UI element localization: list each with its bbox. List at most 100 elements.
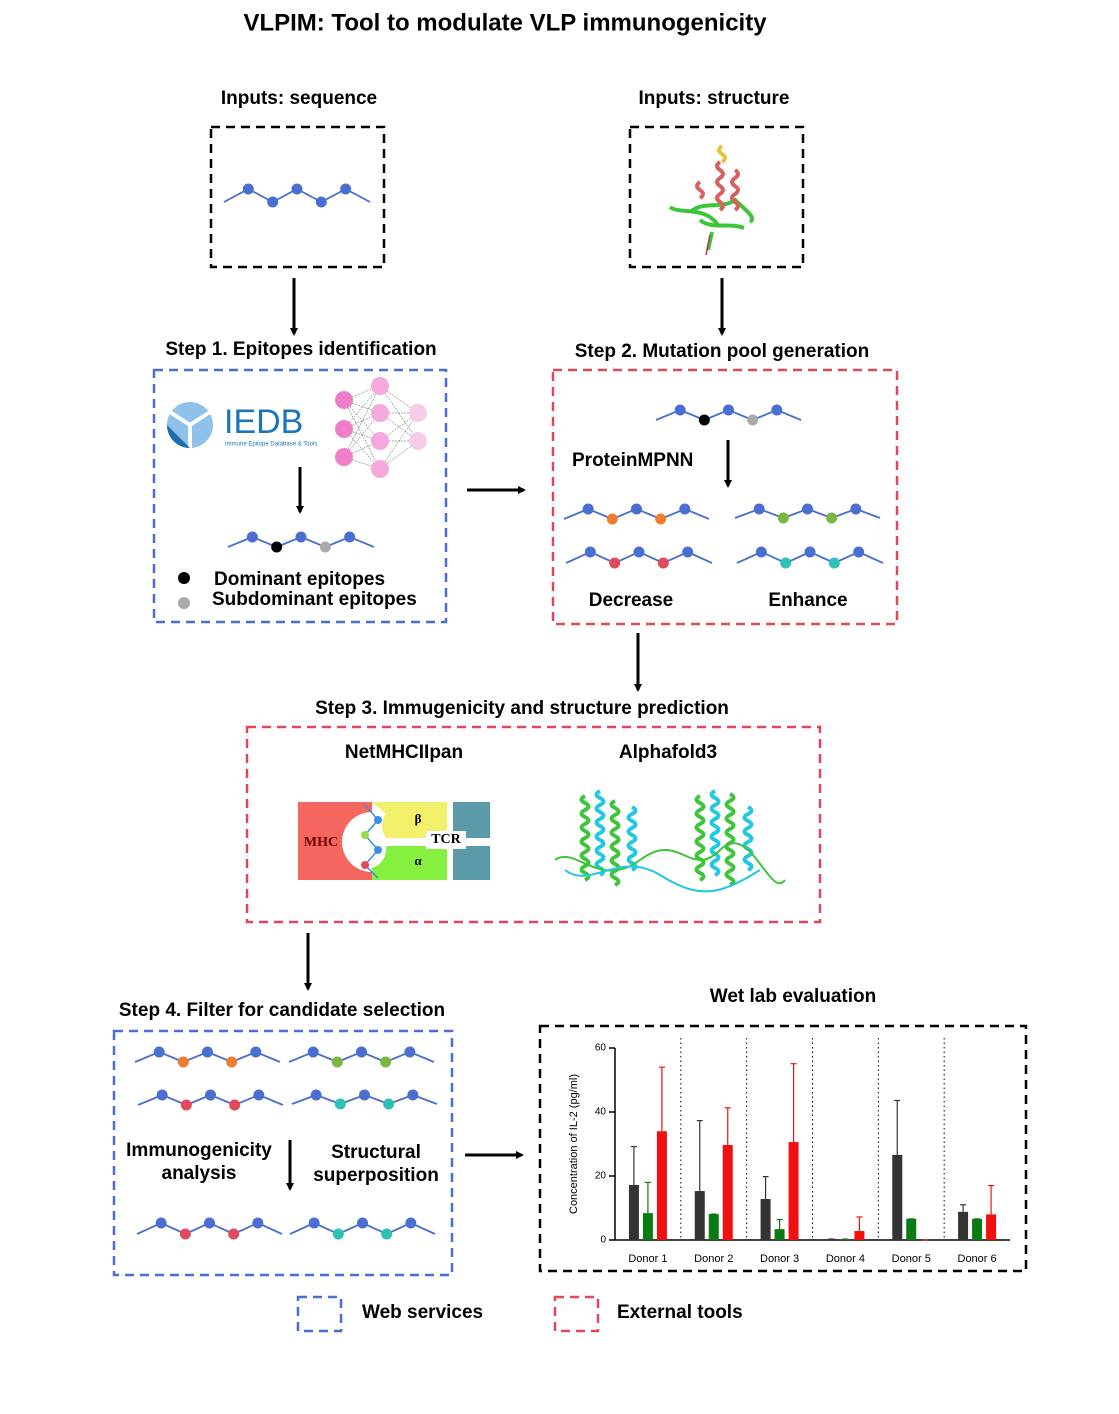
legend-label: External tools [617,1302,743,1323]
residue [332,1228,344,1240]
input-label: Inputs: sequence [221,88,377,109]
residue [771,404,783,416]
legend-swatch [296,1295,343,1333]
epitope-label: Dominant epitopes [214,569,385,590]
peptide-chain [137,1089,284,1111]
nn-edge [343,399,381,442]
x-tick-label: Donor 6 [958,1253,997,1265]
helix [724,792,736,887]
chart: 0 20 40 60 Donor 1 Donor 2 Donor 3 Donor 4 Donor… [595,1038,1010,1265]
nn-node [335,420,353,438]
residue [850,503,862,515]
residue [155,1217,167,1229]
residue [853,546,865,558]
iedb-icon [167,402,213,448]
web-service-box [152,368,448,624]
nn-node [409,404,427,422]
nn-node [371,404,389,422]
epitope-label: Subdominant epitopes [212,589,417,610]
residue [291,183,303,195]
bar [972,1218,983,1240]
residue [383,1098,395,1110]
residue [307,1046,319,1058]
residue [357,1217,368,1229]
step-title: Step 2. Mutation pool generation [575,341,870,362]
residue [179,1228,191,1240]
legend-label: Web services [362,1302,483,1323]
chart-box [538,1024,1028,1273]
bar [708,1214,719,1240]
residue [584,546,596,558]
x-tick-label: Donor 1 [628,1253,667,1265]
residue [755,546,767,558]
bar [628,1184,639,1240]
bar [906,1218,917,1240]
filter-label: Immunogenicity [126,1140,272,1161]
residue [226,1056,238,1068]
legend-dot [178,597,190,609]
filter-label: Structural [331,1142,421,1163]
peptide-chain [136,1217,283,1240]
bar [760,1199,771,1240]
input-box [628,125,805,269]
residue [319,541,331,553]
y-tick-label: 20 [595,1171,607,1182]
residue [802,503,813,515]
loop [554,842,786,884]
residue [204,1217,215,1229]
filter-label: analysis [162,1163,237,1184]
bar [694,1191,705,1240]
tool-name: Alphafold3 [619,742,717,763]
peptide-chain [655,404,802,426]
residue [655,513,667,525]
residue [156,1089,168,1101]
nn-node [335,391,353,409]
step-title: Step 4. Filter for candidate selection [119,1000,445,1021]
web-service-box [112,1029,454,1277]
x-tick-label: Donor 4 [826,1253,865,1265]
residue [242,183,254,195]
legend-swatch [553,1295,600,1333]
residue [359,1089,370,1101]
residue [267,196,279,208]
y-tick-label: 60 [595,1043,607,1054]
bar [986,1214,997,1240]
peptide-chain [563,503,710,525]
residue [177,1056,189,1068]
bar [788,1142,799,1240]
helix [594,789,606,877]
residue [698,414,710,426]
peptide-chain [289,1217,436,1240]
peptide-chain [565,546,713,569]
bar [892,1154,903,1240]
nn-edge [379,385,419,442]
external-tool-box [551,368,899,626]
residue [828,557,840,569]
residue [723,404,734,416]
tcr-label: TCR [431,832,461,847]
residue [405,1217,417,1229]
step-title: Step 1. Epitopes identification [165,339,436,360]
nn-edge [343,385,381,430]
input-box [209,125,386,269]
peptide-chain [734,503,881,524]
filter-label: superposition [313,1165,439,1186]
nn-node [409,432,427,450]
neural-net [335,377,427,478]
mutation-label: Decrease [589,590,674,611]
tool-name: NetMHCIIpan [345,742,463,763]
nn-edge [379,412,419,470]
residue [356,1046,367,1058]
nn-node [371,432,389,450]
peptide-chain [223,183,371,208]
residue [153,1046,165,1058]
residue [633,546,645,558]
helix [579,794,591,882]
residue [253,1089,265,1101]
nn-node [371,460,389,478]
iedb-logo: IEDB [224,403,303,441]
residue [228,1228,240,1240]
residue [777,512,789,524]
residue [657,557,669,569]
residue [340,183,352,195]
